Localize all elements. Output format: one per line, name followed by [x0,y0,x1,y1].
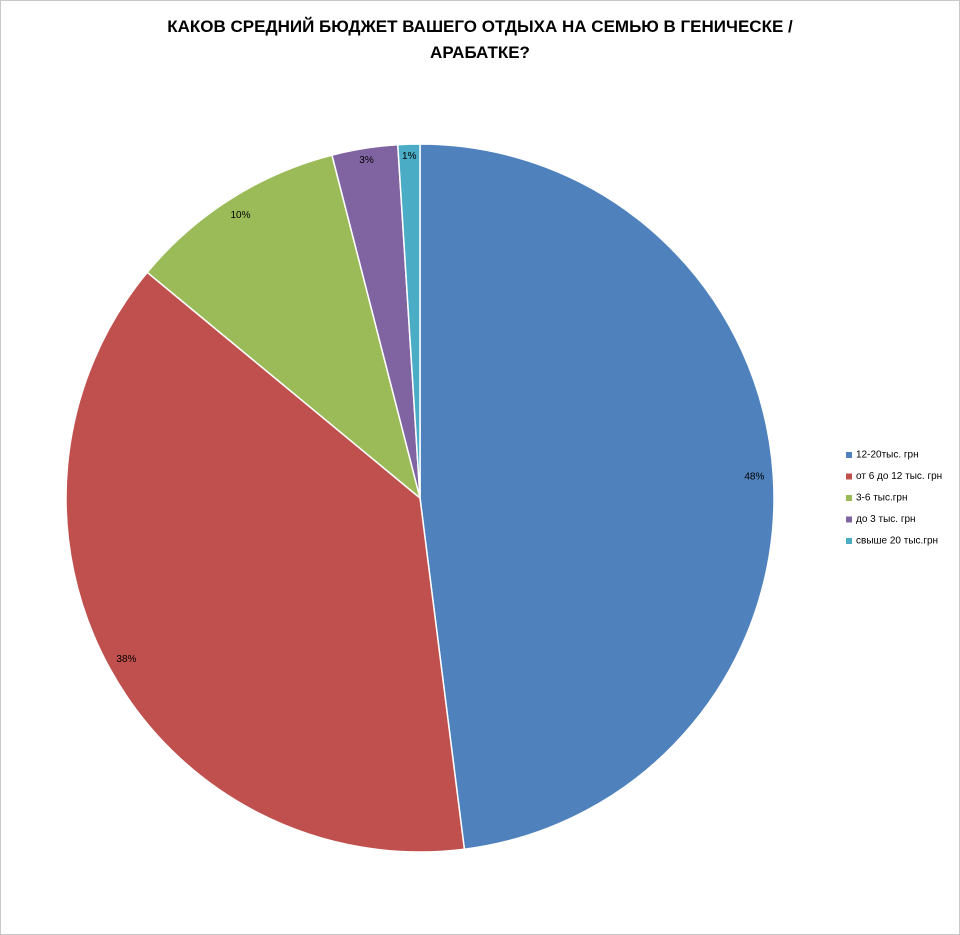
legend-label: 12-20тыс. грн [856,450,919,461]
data-label: 10% [230,210,250,221]
legend-label: 3-6 тыс.грн [856,493,908,504]
legend-swatch [846,452,852,458]
pie-slice [146,154,422,501]
legend-swatch [846,473,852,480]
legend-swatch [846,495,852,501]
pie-slice [396,143,421,499]
legend-label: от 6 до 12 тыс. грн [856,471,942,482]
legend-swatch [846,516,852,523]
legend-swatch [846,538,852,544]
pie-slice [65,271,466,853]
pie-slice [419,143,775,851]
data-label: 48% [744,472,764,483]
data-label: 38% [116,654,136,665]
legend-label: свыше 20 тыс.грн [856,536,938,547]
data-label: 1% [402,151,417,162]
data-label: 3% [359,155,374,166]
legend-label: до 3 тыс. грн [856,514,916,525]
chart-title: КАКОВ СРЕДНИЙ БЮДЖЕТ ВАШЕГО ОТДЫХА НА СЕ… [167,17,793,62]
